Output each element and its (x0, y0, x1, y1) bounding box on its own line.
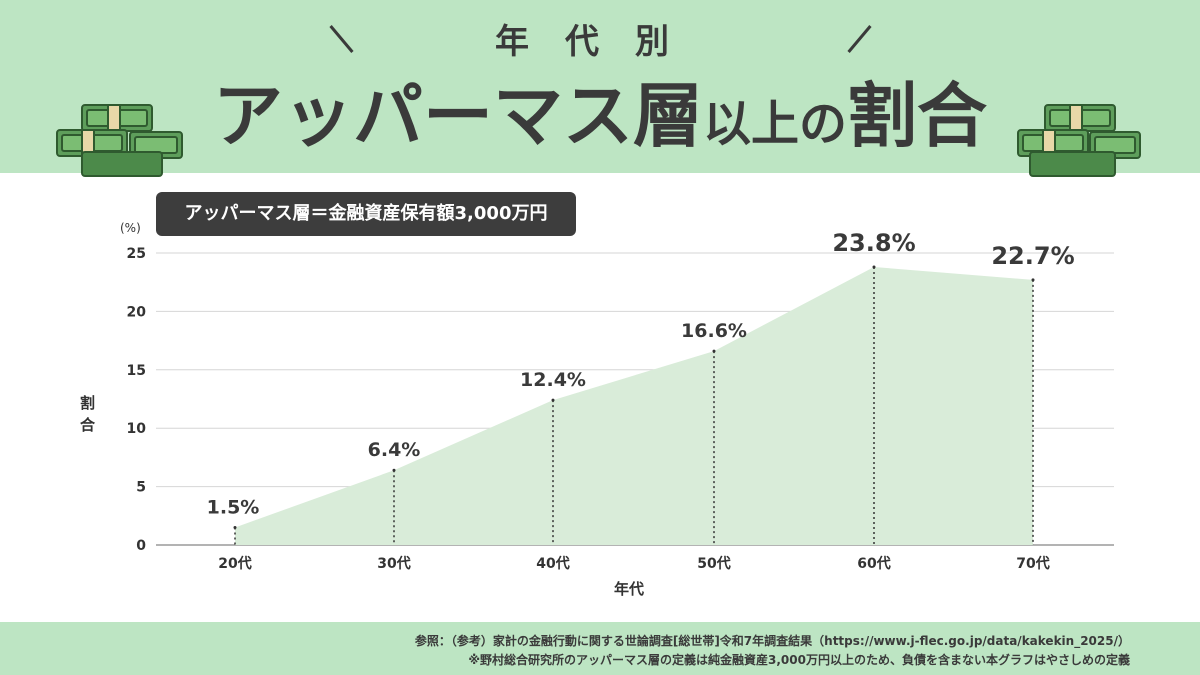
data-point (233, 525, 237, 529)
definition-box: アッパーマス層＝金融資産保有額3,000万円 (156, 192, 576, 236)
x-axis-label: 年代 (614, 580, 645, 598)
header-banner: 年代別 アッパーマス層以上の割合 (0, 0, 1200, 177)
data-point (551, 398, 555, 402)
data-label: 12.4% (520, 369, 586, 391)
y-tick-label: 10 (127, 421, 147, 437)
data-point (712, 349, 716, 353)
data-label: 6.4% (368, 439, 421, 461)
y-axis-label: 割合 (80, 394, 96, 434)
data-label: 23.8% (832, 229, 915, 257)
area-series (235, 267, 1033, 545)
y-tick-label: 0 (136, 538, 146, 554)
subtitle: 年代別 (495, 22, 705, 62)
x-tick-label: 60代 (857, 555, 890, 572)
footer-banner (0, 622, 1200, 675)
y-axis-unit: (%) (120, 221, 141, 235)
data-label: 16.6% (681, 320, 747, 342)
y-tick-label: 20 (127, 304, 147, 320)
data-point (1031, 278, 1035, 282)
data-label: 1.5% (207, 496, 260, 518)
x-tick-label: 70代 (1016, 555, 1049, 572)
x-tick-label: 40代 (536, 555, 569, 572)
title-rest-2: 割合 (847, 75, 987, 157)
reference-text: 参照：（参考）家計の金融行動に関する世論調査[総世帯]令和7年調査結果（http… (414, 634, 1130, 648)
footnote-text: ※野村総合研究所のアッパーマス層の定義は純金融資産3,000万円以上のため、負債… (468, 653, 1130, 667)
data-point (392, 468, 396, 472)
y-tick-label: 25 (127, 246, 146, 262)
data-label: 22.7% (991, 242, 1074, 270)
x-tick-label: 30代 (377, 555, 410, 572)
page-title: アッパーマス層以上の割合 (0, 60, 1200, 161)
data-point (872, 265, 876, 269)
y-tick-label: 5 (136, 480, 146, 496)
x-tick-label: 20代 (218, 555, 251, 572)
y-tick-label: 15 (127, 363, 146, 379)
title-rest-1: 以上の (702, 96, 847, 152)
x-tick-label: 50代 (697, 555, 730, 572)
title-main: アッパーマス層 (212, 75, 703, 157)
money-stack-icon (56, 104, 183, 177)
money-stack-icon (1017, 104, 1141, 177)
